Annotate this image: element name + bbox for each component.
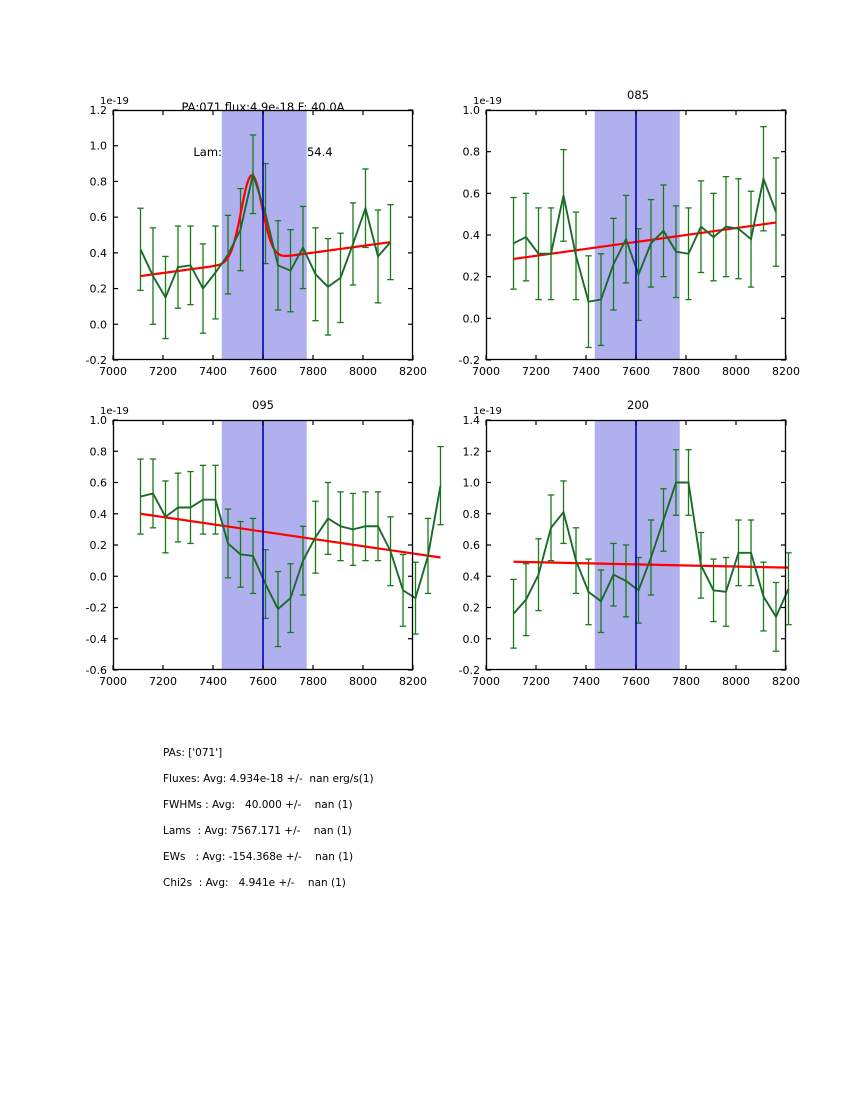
x-tick-label: 7400 (199, 365, 227, 378)
x-tick-label: 7200 (522, 365, 550, 378)
x-tick-label: 7200 (522, 675, 550, 688)
y-tick-label: 0.4 (90, 247, 108, 260)
x-tick-label: 8200 (399, 365, 427, 378)
x-tick-label: 8000 (349, 675, 377, 688)
x-tick-label: 7600 (622, 675, 650, 688)
x-tick-label: 8200 (399, 675, 427, 688)
y-tick-label: -0.2 (86, 602, 107, 615)
panel-title-095: 095 (252, 398, 274, 412)
x-tick-label: 7600 (622, 365, 650, 378)
flux-data-line (139, 170, 392, 300)
panel-095[interactable]: 7000 7200 7400 7600 7800 8000 8200 -0.6 -0.4 -0.2… (86, 414, 444, 688)
x-tick-label: 7800 (672, 365, 700, 378)
y-tick-label: -0.4 (86, 633, 107, 646)
y-tick-label: 0.0 (90, 570, 108, 583)
x-tick-label: 7800 (672, 675, 700, 688)
x-tick-label: 7400 (199, 675, 227, 688)
y-tick-label: -0.2 (86, 354, 107, 367)
summary-line: PAs: ['071'] (163, 747, 223, 759)
y-tick-label: 0.6 (463, 187, 481, 200)
summary-line: Fluxes: Avg: 4.934e-18 +/- nan erg/s(1) (163, 773, 374, 785)
panel-085[interactable]: 7000 7200 7400 7600 7800 8000 8200 -0.2 0.0 0.2 0.… (459, 104, 800, 378)
y-tick-label: 0.2 (90, 539, 108, 552)
x-tick-label: 7000 (99, 675, 127, 688)
wavelength-band (221, 110, 307, 360)
y-tick-label: 0.2 (463, 271, 481, 284)
x-tick-label: 7000 (472, 365, 500, 378)
y-tick-label: -0.6 (86, 664, 107, 677)
y-tick-label: 0.4 (463, 229, 481, 242)
x-tick-label: 7400 (572, 365, 600, 378)
wavelength-band (221, 420, 307, 670)
panel-200[interactable]: 7000 7200 7400 7600 7800 8000 8200 -0.2 0.0 0.2 0.… (459, 414, 800, 688)
y-tick-label: 1.2 (90, 104, 108, 117)
flux-data-line (513, 175, 777, 303)
offset-text-panel-085: 1e-19 (473, 96, 502, 107)
x-tick-label: 7800 (299, 675, 327, 688)
y-tick-label: 0.6 (463, 539, 481, 552)
x-tick-label: 7400 (572, 675, 600, 688)
flux-data-line (512, 481, 790, 619)
summary-line: Lams : Avg: 7567.171 +/- nan (1) (163, 825, 352, 837)
y-tick-label: 0.4 (90, 508, 108, 521)
offset-text-panel-200: 1e-19 (473, 406, 502, 417)
y-tick-label: 1.0 (463, 477, 481, 490)
y-tick-label: 0.6 (90, 211, 108, 224)
offset-text-panel-095: 1e-19 (100, 406, 129, 417)
panel-title-085: 085 (627, 88, 649, 102)
x-tick-label: 8000 (722, 675, 750, 688)
summary-text-block: PAs: ['071'] Fluxes: Avg: 4.934e-18 +/- … (163, 740, 723, 896)
y-tick-label: 1.2 (463, 445, 481, 458)
y-tick-label: 0.2 (463, 602, 481, 615)
y-tick-label: 1.0 (90, 140, 108, 153)
panel-title-200: 200 (627, 398, 649, 412)
y-tick-label: 0.8 (463, 146, 481, 159)
x-tick-label: 7800 (299, 365, 327, 378)
y-tick-label: 0.8 (463, 508, 481, 521)
x-tick-label: 7600 (249, 365, 277, 378)
y-tick-label: 0.0 (463, 633, 481, 646)
y-tick-label: 1.0 (463, 104, 481, 117)
y-tick-label: 0.2 (90, 283, 108, 296)
offset-text-panel-071: 1e-19 (100, 96, 129, 107)
y-tick-label: 0.0 (90, 318, 108, 331)
plot-area-071[interactable]: 7000 7200 7400 7600 7800 8000 8200 -0.2 0.0 0.2 0.… (86, 104, 427, 378)
wavelength-band (594, 420, 680, 670)
x-tick-label: 8200 (772, 365, 800, 378)
y-tick-label: 0.6 (90, 477, 108, 490)
panel-071[interactable]: 7000 7200 7400 7600 7800 8000 8200 -0.2 0.0 0.2 0.… (86, 104, 427, 378)
x-tick-label: 8200 (772, 675, 800, 688)
summary-line: EWs : Avg: -154.368e +/- nan (1) (163, 851, 354, 863)
x-tick-label: 7200 (149, 675, 177, 688)
y-tick-label: 0.8 (90, 175, 108, 188)
x-tick-label: 8000 (349, 365, 377, 378)
summary-line: FWHMs : Avg: 40.000 +/- nan (1) (163, 799, 353, 811)
y-tick-label: -0.2 (459, 354, 480, 367)
y-tick-label: 0.8 (90, 445, 108, 458)
fit-line (140, 174, 391, 278)
plot-area-200[interactable]: 7000 7200 7400 7600 7800 8000 8200 -0.2 0.0 0.2 0.… (459, 414, 800, 688)
x-tick-label: 7000 (99, 365, 127, 378)
y-tick-label: -0.2 (459, 664, 480, 677)
x-tick-label: 8000 (722, 365, 750, 378)
flux-data-line (140, 485, 442, 611)
x-tick-label: 7200 (149, 365, 177, 378)
plot-area-085[interactable]: 7000 7200 7400 7600 7800 8000 8200 -0.2 0.0 0.2 0.… (459, 104, 800, 378)
fit-line (513, 560, 789, 569)
y-tick-label: 1.4 (463, 414, 481, 427)
summary-line: Chi2s : Avg: 4.941e +/- nan (1) (163, 877, 346, 889)
y-tick-label: 0.0 (463, 312, 481, 325)
plot-area-095[interactable]: 7000 7200 7400 7600 7800 8000 8200 -0.6 -0.4 -0.2… (86, 414, 444, 688)
x-tick-label: 7600 (249, 675, 277, 688)
x-tick-label: 7000 (472, 675, 500, 688)
y-tick-label: 0.4 (463, 570, 481, 583)
y-tick-label: 1.0 (90, 414, 108, 427)
